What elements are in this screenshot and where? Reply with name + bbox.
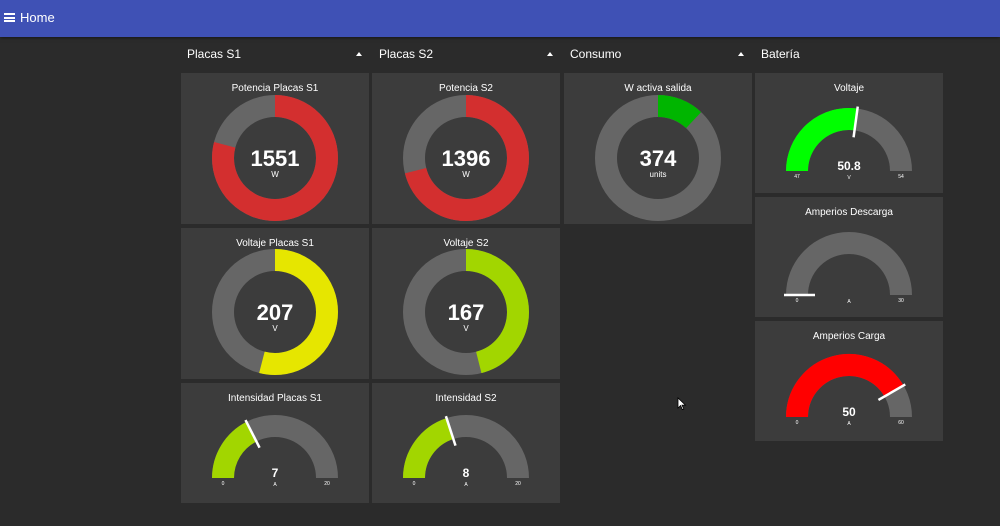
gauge-card-amperios-carga: Amperios Carga 50 A 0 60: [755, 321, 943, 441]
gauge-title: Amperios Carga: [812, 331, 886, 342]
gauge-value: 1396: [442, 146, 491, 171]
collapse-caret-icon[interactable]: [738, 52, 744, 56]
group-header-placas-s2[interactable]: Placas S2: [373, 44, 560, 64]
gauge-value: 7: [272, 466, 279, 480]
gauge-needle: [877, 383, 906, 402]
gauge-value: 207: [257, 300, 294, 325]
gauge-card-amperios-descarga: Amperios Descarga A 0 30: [755, 197, 943, 317]
gauge-units: A: [847, 421, 851, 427]
half-gauge: A 0 30: [784, 232, 912, 305]
gauge-units: V: [847, 175, 851, 181]
gauge-value: 50.8: [837, 159, 861, 173]
group-title: Batería: [761, 47, 800, 61]
page-title: Home: [20, 10, 55, 25]
gauge-title: Amperios Descarga: [805, 207, 893, 218]
gauge-max: 20: [515, 481, 521, 487]
top-bar: Home: [0, 0, 1000, 37]
gauge-value: 374: [640, 146, 677, 171]
gauge-units: W: [271, 170, 279, 179]
group-header-consumo[interactable]: Consumo: [564, 44, 751, 64]
gauge-fill: [595, 95, 721, 221]
gauge-fill: [212, 249, 338, 375]
gauge-title: Intensidad S2: [435, 393, 497, 404]
gauge-max: 30: [898, 298, 904, 304]
group-title: Placas S1: [187, 47, 242, 61]
gauge-card-intensidad-s2: Intensidad S2 8 A 0 20: [372, 383, 560, 503]
half-gauge: 8 A 0 20: [403, 415, 529, 488]
gauge-card-intensidad-s1: Intensidad Placas S1 7 A 0 20: [181, 383, 369, 503]
collapse-caret-icon[interactable]: [356, 52, 362, 56]
gauge-needle: [444, 415, 457, 447]
gauge-max: 20: [324, 481, 330, 487]
gauge-fill: [786, 354, 904, 418]
group-header-placas-s1[interactable]: Placas S1: [181, 44, 368, 64]
gauge-fill: [403, 249, 529, 375]
gauge-track: [786, 232, 912, 296]
menu-icon[interactable]: [4, 13, 15, 22]
gauge-title: Potencia Placas S1: [231, 83, 319, 94]
gauge-fill: [403, 418, 454, 479]
half-gauge: 7 A 0 20: [212, 415, 338, 488]
gauge-needle: [852, 106, 859, 138]
gauge-min: 47: [794, 174, 800, 180]
gauge-min: 0: [796, 298, 799, 304]
group-title: Consumo: [570, 47, 622, 61]
gauge-min: 0: [413, 481, 416, 487]
gauge-fill: [403, 95, 529, 221]
gauge-value: 50: [842, 405, 856, 419]
gauge-value: 1551: [251, 146, 300, 171]
gauge-needle: [244, 419, 261, 449]
gauge-units: A: [847, 299, 851, 305]
gauge-card-bateria-voltaje: Voltaje 50.8 V 47 54: [755, 73, 943, 193]
gauge-units: W: [462, 170, 470, 179]
gauge-title: Voltaje: [833, 83, 865, 94]
gauge-card-potencia-s1: Potencia Placas S1 1551 W: [181, 73, 369, 224]
collapse-caret-icon[interactable]: [547, 52, 553, 56]
group-title: Placas S2: [379, 47, 434, 61]
gauge-min: 0: [796, 420, 799, 426]
gauge-max: 54: [898, 174, 904, 180]
half-gauge: 50 A 0 60: [786, 354, 912, 427]
gauge-fill: [212, 421, 257, 479]
mouse-cursor-icon: [677, 397, 687, 411]
gauge-value: 167: [448, 300, 485, 325]
half-gauge: 50.8 V 47 54: [786, 106, 912, 181]
gauge-value: 8: [463, 466, 470, 480]
gauge-fill: [212, 95, 338, 221]
gauge-title: Potencia S2: [439, 83, 493, 94]
gauge-fill: [786, 108, 858, 172]
gauge-units: A: [273, 482, 277, 488]
gauge-card-w-activa: W activa salida 374 units: [564, 73, 752, 224]
group-header-bateria[interactable]: Batería: [755, 44, 942, 64]
gauge-units: V: [463, 324, 469, 333]
gauge-units: V: [272, 324, 278, 333]
gauge-units: units: [650, 170, 667, 179]
gauge-card-voltaje-s2: Voltaje S2 167 V: [372, 228, 560, 379]
gauge-title: Voltaje S2: [443, 238, 489, 249]
gauge-title: Intensidad Placas S1: [228, 393, 322, 404]
gauge-title: W activa salida: [624, 83, 692, 94]
gauge-title: Voltaje Placas S1: [236, 238, 314, 249]
gauge-units: A: [464, 482, 468, 488]
gauge-card-voltaje-s1: Voltaje Placas S1 207 V: [181, 228, 369, 379]
gauge-card-potencia-s2: Potencia S2 1396 W: [372, 73, 560, 224]
gauge-max: 60: [898, 420, 904, 426]
gauge-min: 0: [222, 481, 225, 487]
